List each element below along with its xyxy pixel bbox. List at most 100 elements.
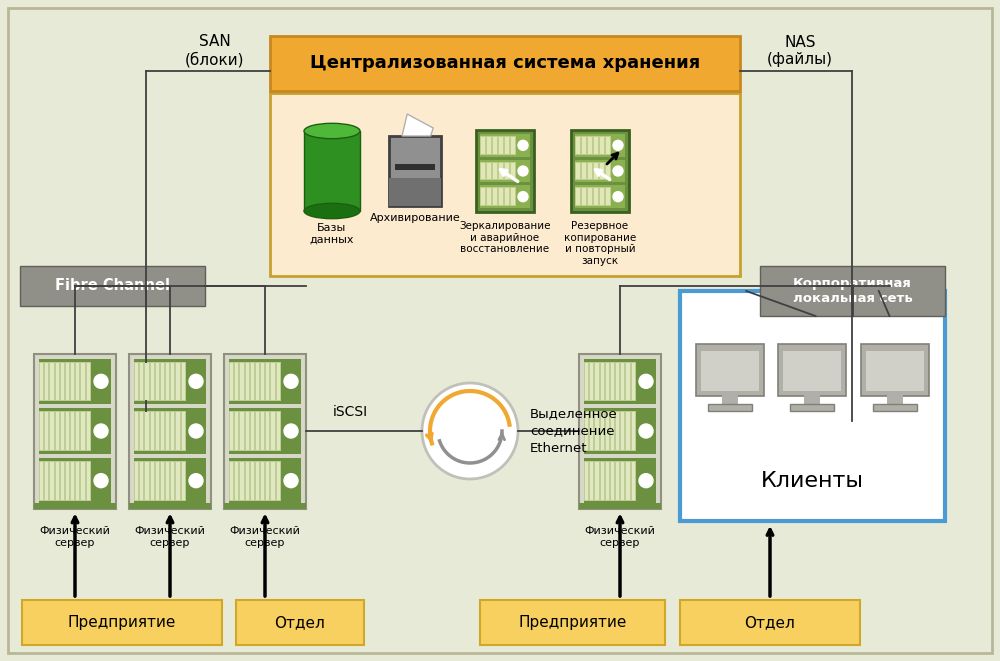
Bar xyxy=(579,354,661,508)
Bar xyxy=(145,462,149,500)
Text: Физический
сервер: Физический сервер xyxy=(585,526,655,547)
Text: Резервное
копирование
и повторный
запуск: Резервное копирование и повторный запуск xyxy=(564,221,636,266)
Circle shape xyxy=(284,424,298,438)
Bar xyxy=(229,362,281,401)
Bar xyxy=(270,93,740,276)
Bar xyxy=(582,137,586,153)
Bar xyxy=(271,362,275,400)
Bar xyxy=(229,461,281,500)
Bar xyxy=(251,362,254,400)
Bar xyxy=(480,160,530,182)
Bar xyxy=(246,362,249,400)
Bar xyxy=(595,412,599,450)
Circle shape xyxy=(613,192,623,202)
Text: Отдел: Отдел xyxy=(745,615,795,630)
Bar xyxy=(45,462,48,500)
Bar xyxy=(240,462,244,500)
Bar xyxy=(39,358,111,404)
Bar xyxy=(588,137,592,153)
Bar xyxy=(45,362,48,400)
Bar xyxy=(708,404,752,411)
Bar xyxy=(270,36,740,91)
Bar xyxy=(616,462,619,500)
Bar xyxy=(50,412,54,450)
Bar xyxy=(166,462,169,500)
Bar xyxy=(576,163,580,179)
Bar xyxy=(389,178,441,206)
Bar xyxy=(261,362,264,400)
Bar xyxy=(873,404,917,411)
Bar xyxy=(498,163,503,179)
Bar xyxy=(783,351,841,391)
Bar xyxy=(579,502,661,508)
Bar xyxy=(584,461,636,500)
Bar xyxy=(492,137,497,153)
Bar xyxy=(601,362,604,400)
Text: Корпоративная
локальная сеть: Корпоративная локальная сеть xyxy=(793,277,912,305)
Text: Fibre Channel: Fibre Channel xyxy=(55,278,170,293)
Bar xyxy=(229,411,281,451)
Bar xyxy=(87,362,90,400)
Bar xyxy=(600,188,604,205)
Bar xyxy=(129,354,211,508)
Bar xyxy=(626,362,630,400)
Bar xyxy=(271,412,275,450)
Bar xyxy=(145,412,149,450)
Bar xyxy=(600,137,604,153)
Bar xyxy=(498,137,503,153)
Text: SAN
(блоки): SAN (блоки) xyxy=(185,34,245,67)
Bar xyxy=(866,351,924,391)
Bar xyxy=(176,362,180,400)
Bar xyxy=(182,412,185,450)
Bar xyxy=(277,462,280,500)
Bar xyxy=(480,137,485,153)
Bar xyxy=(611,462,614,500)
Bar xyxy=(176,462,180,500)
Bar xyxy=(480,185,530,208)
Bar xyxy=(626,412,630,450)
Bar xyxy=(151,462,154,500)
Bar xyxy=(575,185,625,208)
Bar xyxy=(39,458,111,504)
Bar xyxy=(171,462,174,500)
Bar xyxy=(140,462,143,500)
Bar xyxy=(595,462,599,500)
Bar xyxy=(584,408,656,454)
Text: iSCSI: iSCSI xyxy=(332,405,368,419)
Bar xyxy=(480,187,516,206)
Bar xyxy=(39,461,91,500)
Bar xyxy=(590,462,593,500)
Bar xyxy=(632,362,635,400)
Ellipse shape xyxy=(304,204,360,219)
Bar xyxy=(616,412,619,450)
Bar xyxy=(156,462,159,500)
Bar xyxy=(240,412,244,450)
Bar xyxy=(277,362,280,400)
Circle shape xyxy=(284,374,298,388)
Bar xyxy=(256,462,259,500)
Bar xyxy=(804,394,820,406)
Bar xyxy=(81,362,85,400)
Bar xyxy=(235,462,238,500)
Bar xyxy=(256,362,259,400)
Bar xyxy=(621,462,624,500)
Bar xyxy=(505,188,509,205)
Ellipse shape xyxy=(304,124,360,139)
Bar xyxy=(606,163,610,179)
Bar xyxy=(20,266,205,306)
Bar xyxy=(71,412,74,450)
Bar xyxy=(584,362,636,401)
Bar xyxy=(135,412,138,450)
Bar xyxy=(395,164,435,170)
Bar xyxy=(87,462,90,500)
Bar xyxy=(680,291,945,521)
Bar xyxy=(722,394,738,406)
Bar xyxy=(182,362,185,400)
Bar xyxy=(486,188,491,205)
Bar xyxy=(696,344,764,396)
Text: Зеркалирование
и аварийное
восстановление: Зеркалирование и аварийное восстановлени… xyxy=(459,221,551,254)
Bar xyxy=(39,408,111,454)
Bar xyxy=(251,412,254,450)
Circle shape xyxy=(284,474,298,488)
Bar xyxy=(511,137,515,153)
